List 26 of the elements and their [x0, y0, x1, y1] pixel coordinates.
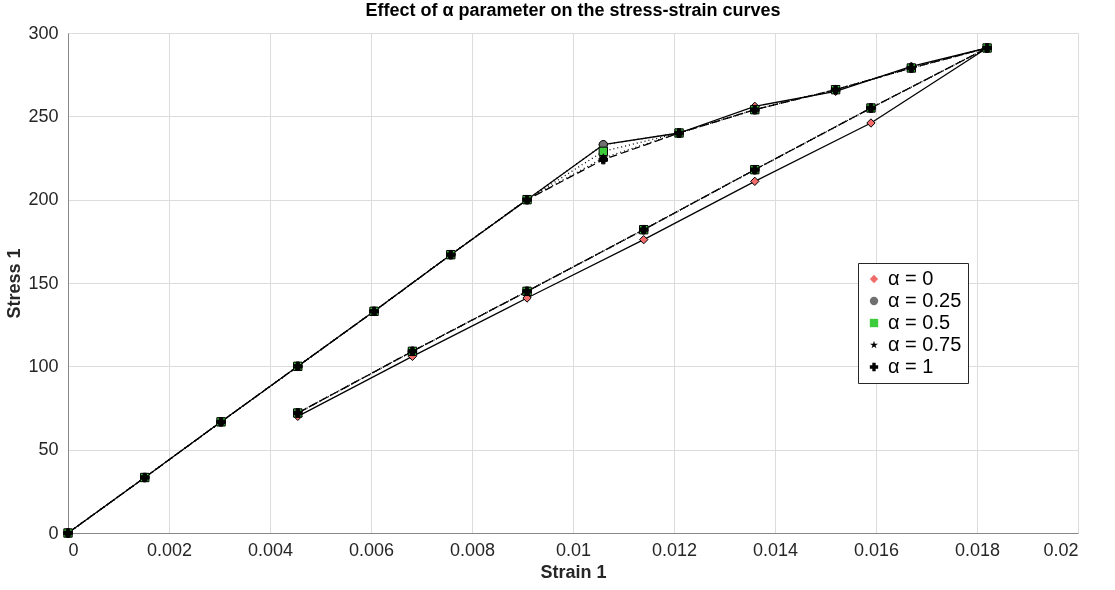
legend-label: α = 0.25 — [888, 289, 962, 311]
x-tick-label: 0.004 — [247, 539, 294, 560]
y-tick-label: 0 — [48, 522, 59, 543]
x-axis-title: Strain 1 — [540, 561, 607, 582]
y-tick-label: 50 — [38, 439, 59, 460]
x-tick-label: 0.01 — [555, 539, 592, 560]
x-tick-label: 0.016 — [853, 539, 900, 560]
y-axis-title: Stress 1 — [4, 248, 25, 319]
x-tick-label: 0.014 — [752, 539, 799, 560]
x-tick-label: 0 — [68, 539, 79, 560]
y-tick-label: 200 — [28, 189, 59, 210]
y-tick-label: 300 — [28, 22, 59, 43]
x-tick-label: 0.02 — [1043, 539, 1079, 560]
y-tick-label: 250 — [28, 105, 59, 126]
legend-label: α = 0.5 — [888, 311, 951, 333]
legend-label: α = 0 — [888, 267, 934, 289]
x-tick-label: 0.008 — [449, 539, 496, 560]
chart-title: Effect of α parameter on the stress-strain curves — [365, 0, 781, 20]
y-tick-label: 150 — [28, 272, 59, 293]
x-tick-label: 0.018 — [954, 539, 1001, 560]
legend-label: α = 0.75 — [888, 333, 962, 355]
x-tick-label: 0.006 — [348, 539, 395, 560]
x-tick-label: 0.012 — [651, 539, 698, 560]
x-tick-label: 0.002 — [146, 539, 193, 560]
legend-label: α = 1 — [888, 355, 934, 377]
y-tick-label: 100 — [28, 355, 59, 376]
